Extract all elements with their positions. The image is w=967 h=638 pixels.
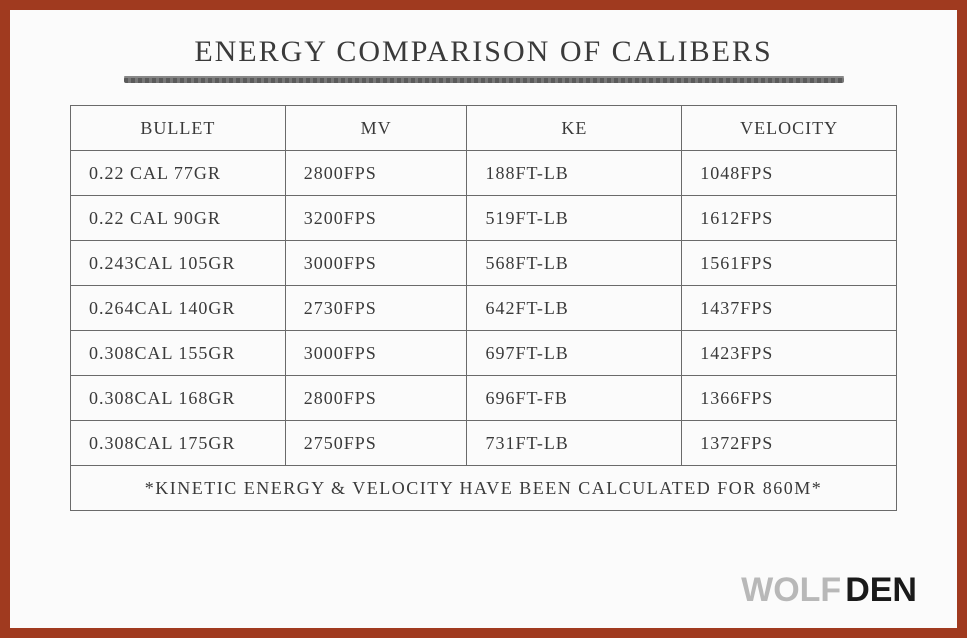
cell-ke: 188FT-LB — [467, 151, 682, 196]
cell-mv: 3200FPS — [285, 196, 467, 241]
cell-velocity: 1048FPS — [682, 151, 897, 196]
cell-mv: 3000FPS — [285, 331, 467, 376]
cell-mv: 3000FPS — [285, 241, 467, 286]
table-row: 0.308CAL 175GR 2750FPS 731FT-LB 1372FPS — [71, 421, 897, 466]
cell-bullet: 0.22 CAL 90GR — [71, 196, 286, 241]
cell-velocity: 1423FPS — [682, 331, 897, 376]
cell-mv: 2800FPS — [285, 376, 467, 421]
footnote-row: *KINETIC ENERGY & VELOCITY HAVE BEEN CAL… — [71, 466, 897, 511]
cell-ke: 642FT-LB — [467, 286, 682, 331]
cell-ke: 568FT-LB — [467, 241, 682, 286]
col-ke: KE — [467, 106, 682, 151]
table-body: 0.22 CAL 77GR 2800FPS 188FT-LB 1048FPS 0… — [71, 151, 897, 511]
page-title: ENERGY COMPARISON OF CALIBERS — [70, 35, 897, 69]
col-velocity: VELOCITY — [682, 106, 897, 151]
content-area: ENERGY COMPARISON OF CALIBERS BULLET MV … — [10, 10, 957, 511]
cell-ke: 731FT-LB — [467, 421, 682, 466]
caliber-table: BULLET MV KE VELOCITY 0.22 CAL 77GR 2800… — [70, 105, 897, 511]
cell-ke: 696FT-FB — [467, 376, 682, 421]
cell-bullet: 0.308CAL 168GR — [71, 376, 286, 421]
logo: WOLFDEN — [741, 571, 917, 610]
table-row: 0.264CAL 140GR 2730FPS 642FT-LB 1437FPS — [71, 286, 897, 331]
cell-velocity: 1612FPS — [682, 196, 897, 241]
table-row: 0.308CAL 155GR 3000FPS 697FT-LB 1423FPS — [71, 331, 897, 376]
col-mv: MV — [285, 106, 467, 151]
cell-bullet: 0.264CAL 140GR — [71, 286, 286, 331]
table-row: 0.22 CAL 90GR 3200FPS 519FT-LB 1612FPS — [71, 196, 897, 241]
title-underline — [124, 77, 844, 83]
logo-wolf: WOLF — [741, 571, 841, 609]
cell-ke: 697FT-LB — [467, 331, 682, 376]
cell-bullet: 0.243CAL 105GR — [71, 241, 286, 286]
cell-bullet: 0.308CAL 155GR — [71, 331, 286, 376]
col-bullet: BULLET — [71, 106, 286, 151]
cell-velocity: 1372FPS — [682, 421, 897, 466]
footnote-text: *KINETIC ENERGY & VELOCITY HAVE BEEN CAL… — [71, 466, 897, 511]
cell-mv: 2800FPS — [285, 151, 467, 196]
cell-velocity: 1437FPS — [682, 286, 897, 331]
cell-mv: 2730FPS — [285, 286, 467, 331]
cell-bullet: 0.22 CAL 77GR — [71, 151, 286, 196]
cell-velocity: 1561FPS — [682, 241, 897, 286]
cell-ke: 519FT-LB — [467, 196, 682, 241]
cell-velocity: 1366FPS — [682, 376, 897, 421]
logo-den: DEN — [845, 571, 917, 609]
cell-mv: 2750FPS — [285, 421, 467, 466]
outer-frame: ENERGY COMPARISON OF CALIBERS BULLET MV … — [0, 0, 967, 638]
table-header-row: BULLET MV KE VELOCITY — [71, 106, 897, 151]
table-row: 0.22 CAL 77GR 2800FPS 188FT-LB 1048FPS — [71, 151, 897, 196]
table-row: 0.243CAL 105GR 3000FPS 568FT-LB 1561FPS — [71, 241, 897, 286]
table-row: 0.308CAL 168GR 2800FPS 696FT-FB 1366FPS — [71, 376, 897, 421]
cell-bullet: 0.308CAL 175GR — [71, 421, 286, 466]
